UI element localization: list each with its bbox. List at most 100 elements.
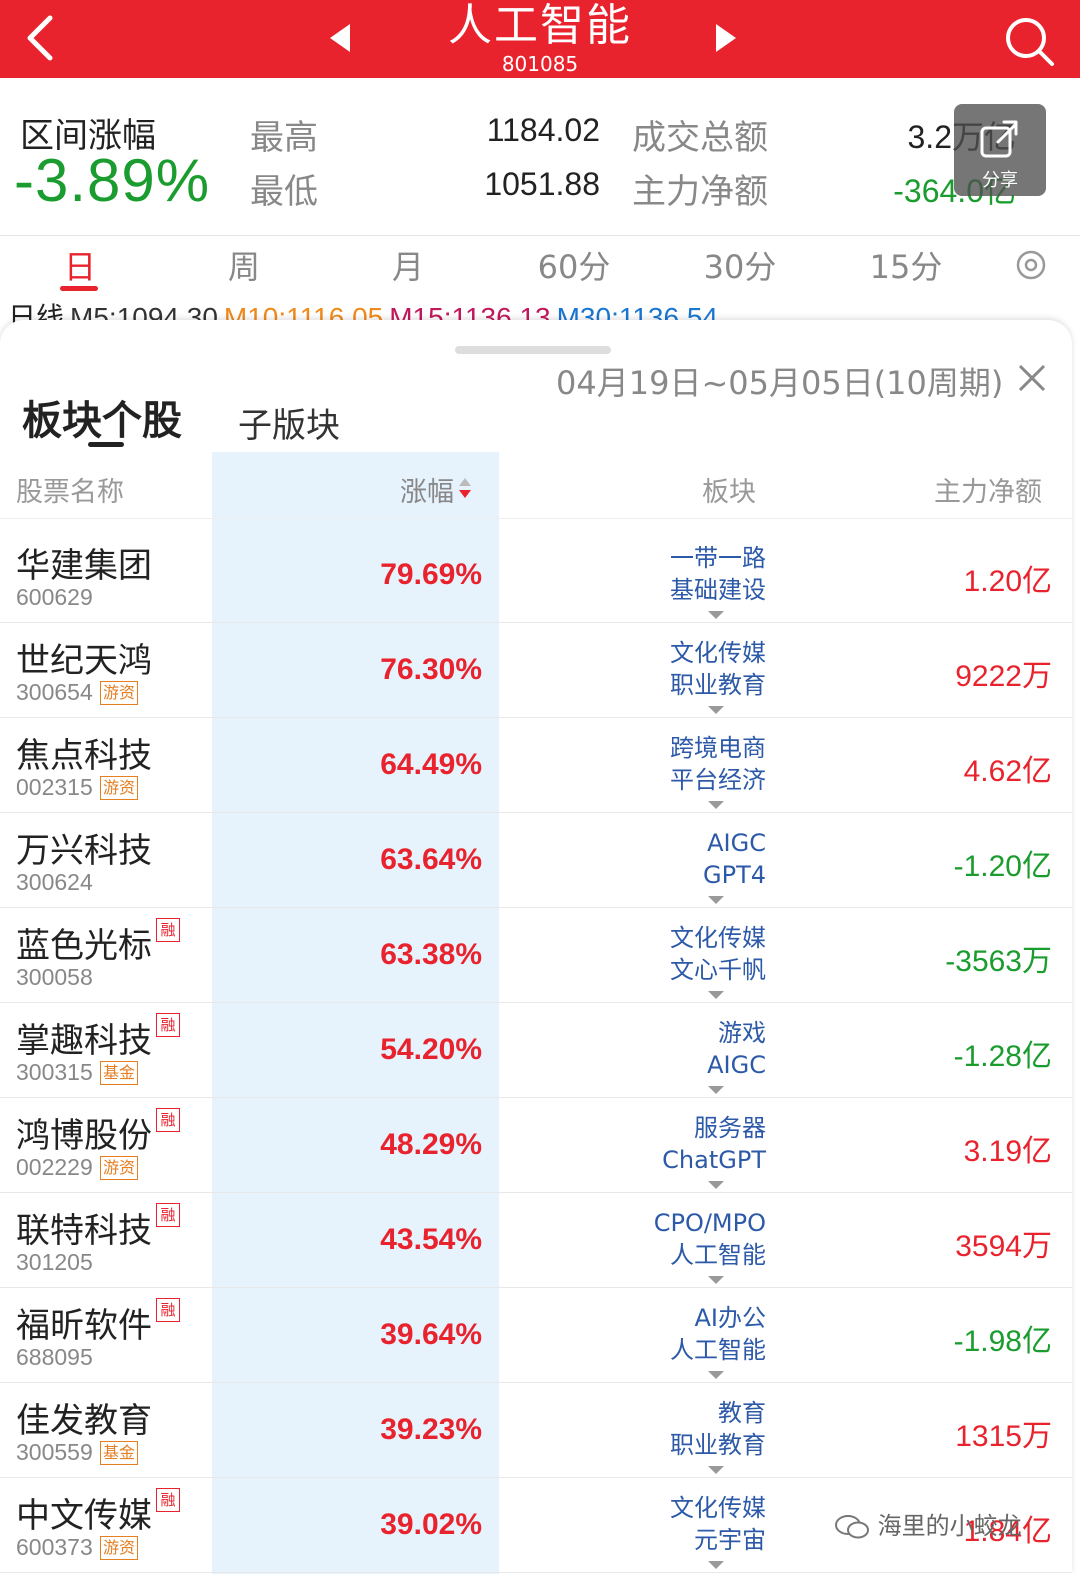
margin-badge: 融 bbox=[156, 1108, 180, 1132]
caret-down-icon[interactable] bbox=[707, 610, 725, 620]
sector-tag-2[interactable]: 人工智能 bbox=[670, 1241, 766, 1269]
netflow-value: 1.84亿 bbox=[963, 1515, 1052, 1548]
caret-down-icon[interactable] bbox=[707, 1180, 725, 1190]
change-value: 63.38% bbox=[380, 938, 482, 971]
tab-30min[interactable]: 30分 bbox=[703, 248, 777, 286]
tab-day[interactable]: 日 bbox=[63, 248, 96, 286]
tab-sector-stocks[interactable]: 板块个股 bbox=[22, 398, 182, 444]
caret-down-icon[interactable] bbox=[707, 990, 725, 1000]
col-header-netflow[interactable]: 主力净额 bbox=[934, 477, 1042, 508]
share-button[interactable]: 分享 bbox=[954, 104, 1046, 196]
tab-week[interactable]: 周 bbox=[227, 248, 260, 286]
netflow-value: -1.28亿 bbox=[953, 1040, 1052, 1073]
table-row[interactable]: 佳发教育 300559 基金 39.23% 教育 职业教育 1315万 bbox=[0, 1383, 1072, 1478]
margin-badge: 融 bbox=[156, 918, 180, 942]
caret-down-icon[interactable] bbox=[707, 800, 725, 810]
table-row[interactable]: 掌趣科技 300315 基金融 54.20% 游戏 AIGC -1.28亿 bbox=[0, 1003, 1072, 1098]
back-arrow-icon bbox=[27, 15, 53, 61]
netflow-value: -3563万 bbox=[945, 945, 1052, 978]
sector-tag-2[interactable]: 基础建设 bbox=[670, 576, 766, 604]
wechat-icon bbox=[835, 1515, 869, 1539]
sector-tag-2[interactable]: 平台经济 bbox=[670, 766, 766, 794]
sort-icon[interactable] bbox=[458, 476, 472, 500]
stock-tag-badge: 基金 bbox=[100, 1061, 139, 1085]
sector-tag-2[interactable]: 元宇宙 bbox=[694, 1526, 766, 1554]
caret-down-icon[interactable] bbox=[707, 1465, 725, 1475]
row-divider bbox=[0, 1002, 1072, 1003]
sorted-column-highlight bbox=[212, 452, 499, 1574]
caret-down-icon[interactable] bbox=[707, 895, 725, 905]
sector-tag-1[interactable]: 跨境电商 bbox=[670, 734, 766, 762]
change-value: 79.69% bbox=[380, 558, 482, 591]
tab-sub-sectors[interactable]: 子版块 bbox=[238, 406, 340, 446]
sector-tag-1[interactable]: 游戏 bbox=[718, 1019, 766, 1047]
change-value: 39.23% bbox=[380, 1413, 482, 1446]
watermark: 海里的小蛟龙 bbox=[834, 1506, 1022, 1541]
sector-tag-2[interactable]: GPT4 bbox=[703, 861, 766, 889]
low-label: 最低 bbox=[250, 172, 318, 212]
table-row[interactable]: 万兴科技 300624 63.64% AIGC GPT4 -1.20亿 bbox=[0, 813, 1072, 908]
table-row[interactable]: 联特科技 301205 融 43.54% CPO/MPO 人工智能 3594万 bbox=[0, 1193, 1072, 1288]
sector-tag-2[interactable]: AIGC bbox=[707, 1051, 766, 1079]
row-divider bbox=[0, 1572, 1072, 1573]
change-value: 76.30% bbox=[380, 653, 482, 686]
change-value: 63.64% bbox=[380, 843, 482, 876]
tab-15min[interactable]: 15分 bbox=[869, 248, 943, 286]
quote-panel: 区间涨幅 -3.89% 最高 最低 1184.02 1051.88 成交总额 主… bbox=[0, 78, 1080, 236]
table-row[interactable]: 蓝色光标 300058 融 63.38% 文化传媒 文心千帆 -3563万 bbox=[0, 908, 1072, 1003]
tab-active-indicator bbox=[60, 286, 98, 291]
sector-tag-2[interactable]: 职业教育 bbox=[670, 1431, 766, 1459]
sector-tag-1[interactable]: 文化传媒 bbox=[670, 1494, 766, 1522]
col-header-change[interactable]: 涨幅 bbox=[400, 477, 454, 508]
stock-tag-badge: 游资 bbox=[100, 681, 139, 705]
high-label: 最高 bbox=[250, 118, 318, 158]
table-row[interactable]: 福昕软件 688095 融 39.64% AI办公 人工智能 -1.98亿 bbox=[0, 1288, 1072, 1383]
caret-down-icon[interactable] bbox=[707, 1275, 725, 1285]
sector-tag-1[interactable]: CPO/MPO bbox=[653, 1209, 766, 1237]
settings-icon[interactable] bbox=[1014, 248, 1048, 282]
netflow-label: 主力净额 bbox=[632, 172, 768, 212]
margin-badge: 融 bbox=[156, 1298, 180, 1322]
next-index-button[interactable] bbox=[706, 18, 746, 58]
change-value: 64.49% bbox=[380, 748, 482, 781]
table-row[interactable]: 鸿博股份 002229 游资融 48.29% 服务器 ChatGPT 3.19亿 bbox=[0, 1098, 1072, 1193]
stock-name: 佳发教育 bbox=[16, 1401, 152, 1441]
share-icon bbox=[980, 120, 1018, 158]
caret-down-icon[interactable] bbox=[707, 1085, 725, 1095]
sector-tag-1[interactable]: 一带一路 bbox=[670, 544, 766, 572]
stock-name: 世纪天鸿 bbox=[16, 641, 152, 681]
sector-tag-1[interactable]: 文化传媒 bbox=[670, 639, 766, 667]
stock-code: 300654 bbox=[16, 679, 93, 705]
col-header-sector: 板块 bbox=[702, 477, 756, 508]
tab-60min[interactable]: 60分 bbox=[537, 248, 611, 286]
netflow-value: 1.20亿 bbox=[963, 565, 1052, 598]
table-row[interactable]: 世纪天鸿 300654 游资 76.30% 文化传媒 职业教育 9222万 bbox=[0, 623, 1072, 718]
sector-tag-1[interactable]: 文化传媒 bbox=[670, 924, 766, 952]
sector-tag-2[interactable]: 人工智能 bbox=[670, 1336, 766, 1364]
sector-tag-1[interactable]: AIGC bbox=[707, 829, 766, 857]
table-row[interactable]: 中文传媒 600373 游资融 39.02% 文化传媒 元宇宙 1.84亿 bbox=[0, 1478, 1072, 1573]
sector-tag-2[interactable]: 职业教育 bbox=[670, 671, 766, 699]
drag-handle[interactable] bbox=[455, 346, 611, 354]
stock-code: 002315 bbox=[16, 774, 93, 800]
caret-down-icon[interactable] bbox=[707, 705, 725, 715]
change-value: 43.54% bbox=[380, 1223, 482, 1256]
change-value: 48.29% bbox=[380, 1128, 482, 1161]
caret-down-icon[interactable] bbox=[707, 1370, 725, 1380]
sector-tag-2[interactable]: 文心千帆 bbox=[670, 956, 766, 984]
tab-month[interactable]: 月 bbox=[391, 248, 424, 286]
prev-index-button[interactable] bbox=[322, 18, 362, 58]
sector-tag-1[interactable]: AI办公 bbox=[694, 1304, 767, 1332]
caret-down-icon[interactable] bbox=[707, 1560, 725, 1570]
sector-tag-1[interactable]: 教育 bbox=[718, 1399, 766, 1427]
table-row[interactable]: 焦点科技 002315 游资 64.49% 跨境电商 平台经济 4.62亿 bbox=[0, 718, 1072, 813]
close-icon[interactable] bbox=[1014, 360, 1050, 396]
back-button[interactable] bbox=[18, 10, 68, 66]
stock-name: 掌趣科技 bbox=[16, 1021, 152, 1061]
search-button[interactable] bbox=[998, 8, 1062, 72]
stock-name: 蓝色光标 bbox=[16, 926, 152, 966]
sector-tag-1[interactable]: 服务器 bbox=[694, 1114, 766, 1142]
netflow-value: 3.19亿 bbox=[963, 1135, 1052, 1168]
table-row[interactable]: 华建集团 600629 79.69% 一带一路 基础建设 1.20亿 bbox=[0, 528, 1072, 623]
sector-tag-2[interactable]: ChatGPT bbox=[662, 1146, 766, 1174]
